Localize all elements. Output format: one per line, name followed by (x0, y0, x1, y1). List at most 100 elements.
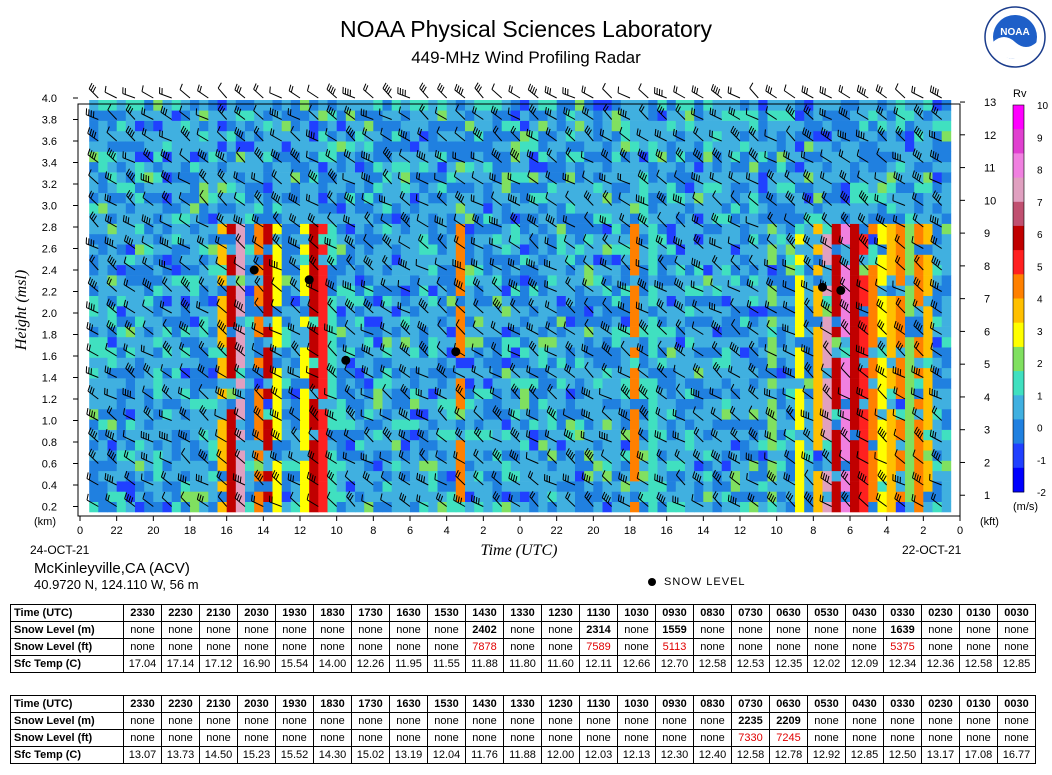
heatmap-cell (180, 151, 191, 163)
heatmap-cell (455, 264, 466, 276)
heatmap-cell (804, 120, 814, 132)
heatmap-cell (171, 367, 182, 379)
heatmap-cell (831, 378, 842, 389)
table-row: Snow Level (m) none none none none none none no… (10, 621, 1036, 639)
wind-barb (233, 171, 246, 185)
heatmap-cell (886, 398, 897, 410)
wind-barb (400, 383, 411, 400)
heatmap-cell (831, 264, 842, 276)
heatmap-cell (914, 182, 924, 193)
wind-barb (346, 490, 356, 507)
wind-barb (675, 319, 686, 335)
wind-barb (397, 87, 411, 99)
heatmap-cell (474, 336, 484, 348)
heatmap-cell (556, 419, 567, 430)
table-cell: none (123, 621, 162, 639)
heatmap-cell (703, 481, 713, 492)
wind-barb (342, 173, 356, 185)
wind-barb (601, 405, 613, 421)
heatmap-cell (804, 264, 814, 276)
snow-level-point (818, 282, 827, 292)
heatmap-cell (547, 192, 557, 204)
colorbar-swatch (1013, 298, 1024, 324)
wind-barb (361, 150, 374, 163)
wind-barb (290, 297, 301, 314)
heatmap-cell (575, 439, 585, 451)
heatmap-cell (107, 501, 117, 513)
heatmap-cell (107, 378, 117, 389)
heatmap-cell (465, 233, 475, 245)
heatmap-cell (199, 439, 209, 451)
heatmap-cell (758, 233, 768, 245)
wind-barb (894, 492, 906, 507)
heatmap-cell (272, 357, 282, 369)
heatmap-cell (474, 367, 484, 379)
wind-barb (691, 171, 704, 185)
heatmap-cell (98, 470, 108, 482)
wind-barb (655, 385, 667, 400)
heatmap-cell (740, 450, 750, 461)
wind-barb (803, 255, 814, 271)
heatmap-cell (831, 336, 842, 348)
heatmap-cell (923, 326, 933, 338)
heatmap-cell (556, 151, 567, 163)
wind-barb (199, 189, 209, 206)
heatmap-cell (190, 388, 200, 399)
heatmap-cell (822, 161, 832, 173)
heatmap-cell (208, 233, 218, 245)
heatmap-cell (538, 378, 548, 389)
wind-barb (216, 126, 228, 142)
heatmap-cell (859, 481, 869, 492)
y-right-tick-label: 10 (984, 195, 996, 207)
heatmap-cell (602, 295, 612, 307)
heatmap-cell (89, 130, 99, 142)
wind-barb (490, 320, 502, 335)
heatmap-cell (795, 460, 805, 472)
heatmap-cell (144, 161, 154, 173)
heatmap-cell (153, 326, 163, 338)
heatmap-cell (923, 285, 933, 296)
heatmap-cell (840, 141, 851, 152)
heatmap-cell (611, 347, 622, 358)
heatmap-cell (932, 223, 942, 235)
heatmap-cell (556, 120, 567, 132)
heatmap-cell (831, 141, 842, 152)
heatmap-cell (245, 130, 255, 142)
heatmap-cell (300, 367, 310, 379)
heatmap-cell (144, 264, 154, 276)
heatmap-cell (831, 470, 842, 482)
heatmap-cell (455, 223, 466, 235)
wind-barb (856, 84, 869, 99)
heatmap-cell (254, 398, 264, 410)
heatmap-cell (730, 388, 741, 399)
heatmap-cell (538, 130, 548, 142)
heatmap-cell (446, 264, 457, 276)
heatmap-cell (455, 130, 466, 142)
heatmap-cell (116, 388, 127, 399)
heatmap-cell (602, 501, 612, 513)
heatmap-cell (327, 120, 337, 132)
heatmap-cell (785, 295, 796, 307)
wind-barb (874, 452, 887, 464)
y-left-tick-label: 1.4 (42, 373, 57, 385)
heatmap-cell (465, 244, 475, 255)
heatmap-cell (520, 100, 530, 111)
heatmap-cell (263, 326, 273, 338)
colorbar-tick-label: 6 (1037, 230, 1043, 241)
heatmap-cell (538, 470, 548, 482)
wind-barb (251, 213, 264, 228)
heatmap-cell (492, 306, 502, 317)
heatmap-cell (410, 295, 420, 307)
heatmap-cell (492, 223, 502, 235)
colorbar-tick-label: -1 (1037, 456, 1046, 467)
heatmap-cell (776, 244, 787, 255)
heatmap-cell (730, 409, 741, 420)
heatmap-cell (135, 357, 145, 369)
heatmap-cell (556, 398, 567, 410)
heatmap-cell (226, 470, 237, 482)
heatmap-cell (905, 254, 915, 266)
heatmap-cell (501, 470, 512, 482)
heatmap-cell (795, 491, 805, 502)
heatmap-cell (281, 336, 292, 348)
heatmap-cell (804, 378, 814, 389)
